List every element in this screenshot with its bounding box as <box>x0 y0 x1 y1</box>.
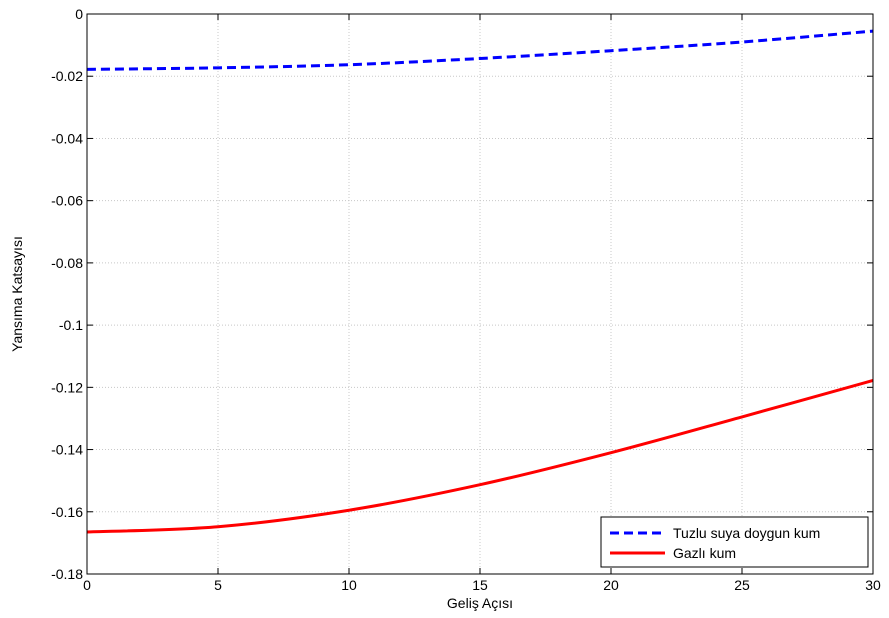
y-tick-label: -0.04 <box>51 130 83 146</box>
x-axis-title: Geliş Açısı <box>447 595 513 611</box>
axis-ticks: 0 5 10 15 20 25 30 0 -0.02 -0.04 -0.06 -0.08 -0.1 -0.… <box>51 6 881 593</box>
y-tick-label: -0.16 <box>51 504 83 520</box>
x-tick-label: 5 <box>214 577 222 593</box>
legend-box <box>600 516 869 568</box>
legend-label-tuzlu: Tuzlu suya doygun kum <box>673 525 820 541</box>
y-tick-label: -0.08 <box>51 255 83 271</box>
x-tick-label: 15 <box>472 577 488 593</box>
y-tick-label: 0 <box>75 6 83 22</box>
data-series <box>86 29 874 534</box>
y-tick-label: -0.14 <box>51 442 83 458</box>
y-axis-title: Yansıma Katsayısı <box>9 236 25 352</box>
series-line-0 <box>86 29 874 71</box>
y-tick-label: -0.12 <box>51 379 83 395</box>
legend-label-gazli: Gazlı kum <box>673 545 736 561</box>
y-tick-label: -0.1 <box>59 317 83 333</box>
x-tick-label: 20 <box>603 577 619 593</box>
y-tick-label: -0.06 <box>51 193 83 209</box>
x-tick-label: 25 <box>734 577 750 593</box>
y-tick-label: -0.18 <box>51 566 83 582</box>
y-tick-label: -0.02 <box>51 68 83 84</box>
series-line-1 <box>86 379 874 534</box>
grid-lines <box>87 14 873 574</box>
x-tick-label: 30 <box>865 577 881 593</box>
x-tick-label: 0 <box>83 577 91 593</box>
legend: Tuzlu suya doygun kum Gazlı kum <box>600 516 869 568</box>
x-tick-label: 10 <box>341 577 357 593</box>
